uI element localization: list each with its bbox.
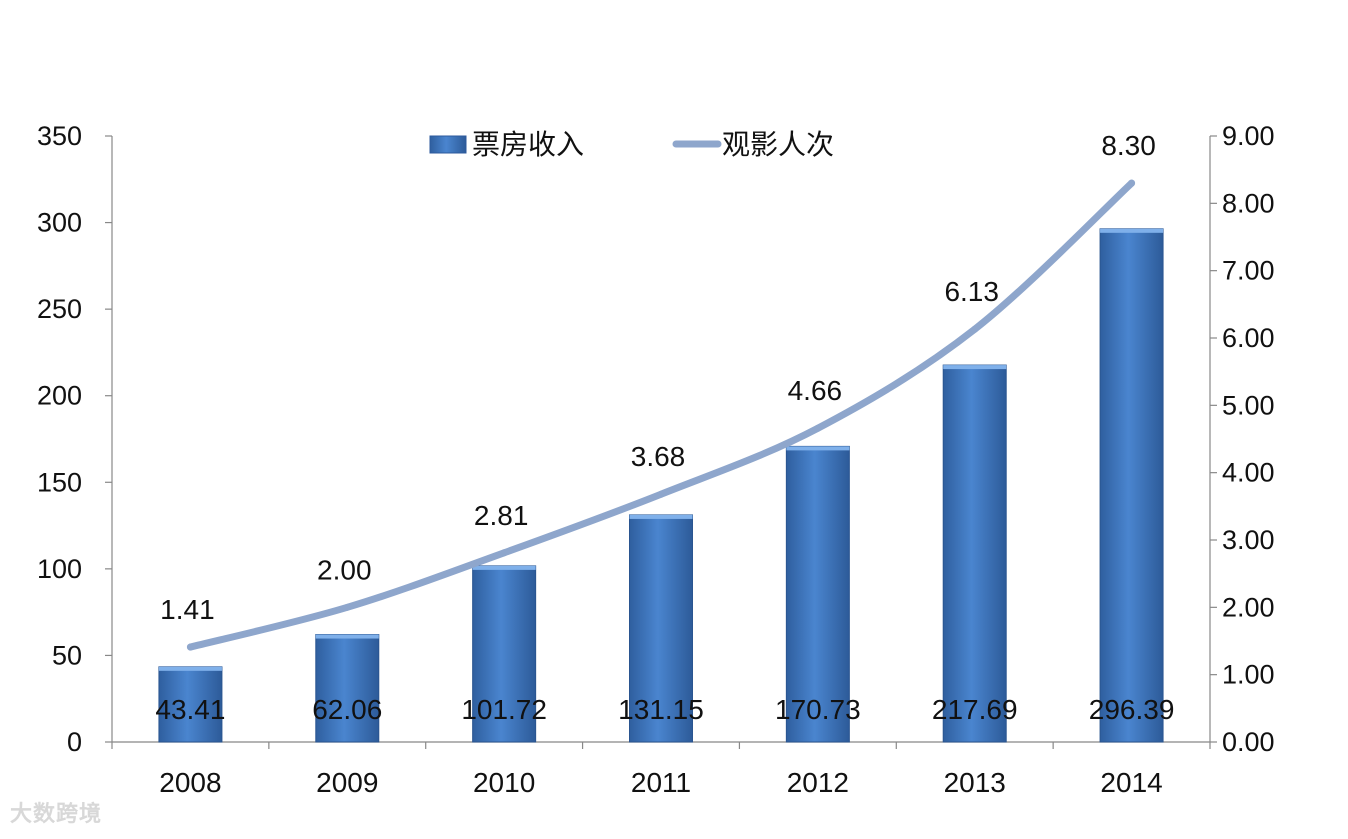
y-right-tick-label: 8.00: [1222, 188, 1275, 218]
x-tick-label: 2014: [1100, 767, 1162, 798]
y-left-tick-label: 350: [37, 121, 82, 151]
bar-data-label: 62.06: [312, 694, 382, 725]
line-point: [343, 603, 351, 611]
line-point: [814, 424, 822, 432]
bar-data-label: 101.72: [461, 694, 547, 725]
bar-data-label: 131.15: [618, 694, 704, 725]
axes: 0 50 100 150 200 250 300 350 0.00 1.00 2.00 3.00 4.0…: [37, 121, 1275, 798]
bar: [1099, 228, 1164, 743]
line-data-label: 6.13: [944, 276, 999, 307]
y-right-tick-label: 2.00: [1222, 592, 1275, 622]
y-right-tick-label: 1.00: [1222, 660, 1275, 690]
bar-highlight: [158, 666, 222, 671]
bar-data-label: 217.69: [932, 694, 1018, 725]
x-tick-label: 2009: [316, 767, 378, 798]
line-series: 1.41 2.00 2.81 3.68 4.66 6.13 8.30: [160, 130, 1156, 651]
bar-data-label: 170.73: [775, 694, 861, 725]
y-right-tick-label: 6.00: [1222, 323, 1275, 353]
x-tick-label: 2012: [787, 767, 849, 798]
line-data-label: 3.68: [631, 441, 686, 472]
bar-highlight: [786, 446, 850, 451]
bar: [942, 364, 1007, 743]
line-data-label: 1.41: [160, 594, 215, 625]
y-left-tick-label: 100: [37, 554, 82, 584]
line-data-label: 4.66: [788, 375, 843, 406]
line-point: [971, 325, 979, 333]
x-tick-label: 2013: [944, 767, 1006, 798]
legend: 票房收入 观影人次: [429, 129, 834, 160]
line-point: [500, 549, 508, 557]
x-tick-label: 2011: [631, 767, 691, 798]
legend-label-bar: 票房收入: [472, 129, 584, 160]
y-left-tick-label: 0: [67, 727, 82, 757]
y-right-tick-label: 4.00: [1222, 458, 1275, 488]
bar-highlight: [315, 634, 379, 639]
y-right-tick-label: 7.00: [1222, 256, 1275, 286]
bar-highlight: [472, 565, 536, 570]
y-left-tick-label: 300: [37, 208, 82, 238]
bar-highlight: [1100, 228, 1164, 233]
legend-swatch-bar: [429, 135, 467, 154]
line-data-label: 8.30: [1101, 130, 1156, 161]
bar: [158, 666, 223, 743]
y-left-tick-label: 150: [37, 467, 82, 497]
legend-label-line: 观影人次: [722, 129, 834, 160]
y-left-tick-label: 250: [37, 294, 82, 324]
y-right-tick-label: 9.00: [1222, 121, 1275, 151]
line-point: [1128, 179, 1136, 187]
bar-labels: 43.41 62.06 101.72 131.15 170.73 217.69 296.39: [155, 694, 1174, 725]
y-right-tick-label: 3.00: [1222, 525, 1275, 555]
bar-data-label: 43.41: [155, 694, 225, 725]
y-left-tick-label: 50: [52, 640, 82, 670]
x-tick-label: 2008: [159, 767, 221, 798]
watermark: 大数跨境: [10, 802, 103, 827]
y-right-tick-label: 0.00: [1222, 727, 1275, 757]
y-right-tick-label: 5.00: [1222, 390, 1275, 420]
bar: [315, 634, 380, 743]
bar: [629, 514, 693, 743]
x-tick-label: 2010: [473, 767, 535, 798]
bars: [158, 228, 1164, 743]
bar: [472, 565, 537, 743]
line-data-label: 2.81: [474, 500, 529, 531]
line-data-label: 2.00: [317, 554, 372, 585]
bar-data-label: 296.39: [1089, 694, 1175, 725]
line-point: [186, 643, 194, 651]
bar-highlight: [629, 514, 693, 519]
y-left-tick-label: 200: [37, 381, 82, 411]
bar-highlight: [943, 365, 1007, 370]
line-point: [657, 490, 665, 498]
